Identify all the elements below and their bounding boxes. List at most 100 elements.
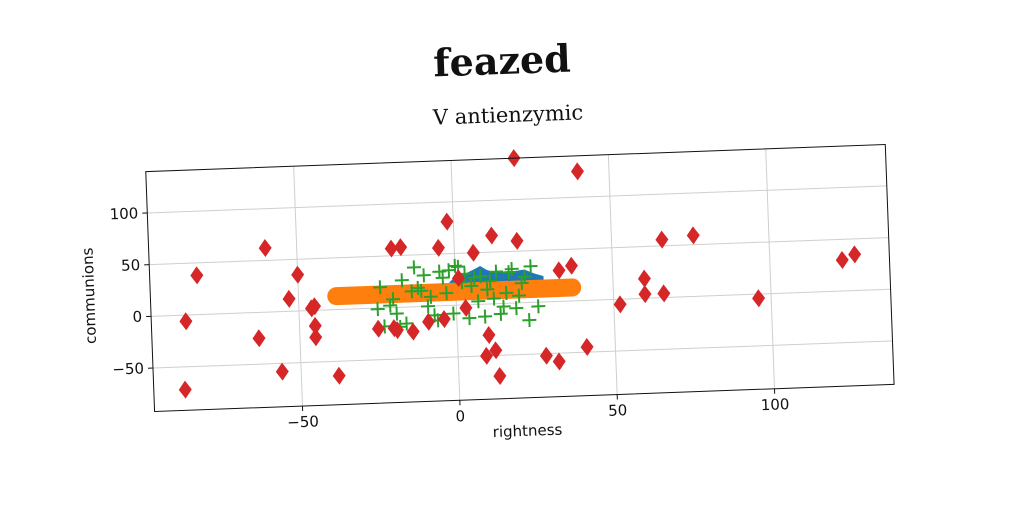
- y-grid-line: [151, 288, 891, 317]
- diamond-marker: [406, 322, 420, 341]
- plus-marker: [383, 298, 398, 313]
- y-tick-label: 100: [109, 204, 138, 223]
- diamond-marker: [637, 269, 651, 288]
- y-tick-label: 0: [132, 308, 142, 326]
- diamond-marker: [308, 316, 322, 335]
- plus-marker: [467, 270, 482, 285]
- x-tick-label: −50: [287, 412, 319, 431]
- diamond-marker: [459, 298, 473, 317]
- plus-marker: [435, 270, 450, 285]
- diamond-marker: [752, 289, 766, 308]
- figure-suptitle: feazed: [432, 36, 571, 86]
- diamond-marker: [305, 299, 318, 318]
- plus-marker: [464, 278, 479, 294]
- diamond-marker: [539, 346, 553, 365]
- thick-line-series: [327, 278, 582, 306]
- diamond-marker: [489, 341, 503, 360]
- plus-marker: [416, 268, 431, 283]
- diamond-marker: [332, 366, 346, 385]
- plus-marker: [489, 264, 504, 279]
- y-grid-line: [152, 340, 893, 369]
- y-axis-label: communions: [79, 247, 101, 344]
- y-grid-line: [149, 237, 889, 266]
- diamond-marker: [848, 245, 862, 264]
- tick-marks: [142, 212, 776, 412]
- diamond-marker: [686, 226, 700, 245]
- x-axis-label: rightness: [492, 421, 562, 442]
- plus-marker: [386, 292, 401, 307]
- diamond-marker: [466, 243, 480, 262]
- plus-marker: [406, 260, 422, 275]
- diamond-marker: [482, 326, 496, 345]
- diamond-marker: [835, 250, 849, 269]
- diamond-marker: [384, 239, 398, 258]
- grid: [147, 148, 893, 407]
- plus-marker: [523, 259, 538, 274]
- y-tick-label: −50: [112, 359, 144, 378]
- diamond-marker: [258, 239, 272, 258]
- x-grid-line: [765, 148, 775, 389]
- plus-marker: [404, 284, 419, 299]
- diamond-marker: [371, 319, 385, 338]
- plus-marker: [423, 289, 438, 304]
- diamond-marker: [387, 319, 401, 338]
- plus-marker: [370, 302, 385, 317]
- plus-marker: [499, 285, 514, 301]
- plus-marker: [447, 258, 462, 273]
- y-grid-line: [147, 185, 887, 214]
- plus-marker: [410, 280, 425, 295]
- plus-marker: [471, 294, 486, 309]
- plus-marker: [394, 273, 409, 288]
- plus-marker: [522, 313, 537, 328]
- plus-marker: [480, 282, 495, 297]
- plus-marker: [446, 306, 461, 321]
- plot-frame: [145, 144, 895, 412]
- x-tick-label: 0: [455, 407, 465, 425]
- diamond-marker: [190, 266, 204, 285]
- x-tick-label: 100: [760, 395, 789, 414]
- y-tick-label: 50: [121, 256, 141, 275]
- diamond-marker: [291, 265, 305, 284]
- plus-marker: [399, 316, 414, 331]
- diamond-marker: [275, 362, 289, 381]
- diamond-marker: [480, 346, 494, 365]
- tick-labels: −50 0 50 100 −50 0 50 100: [109, 204, 789, 431]
- diamond-marker: [552, 261, 566, 280]
- diamond-marker: [510, 231, 524, 250]
- diamond-marker: [394, 238, 408, 257]
- x-tick-label: 50: [608, 401, 628, 420]
- diamond-marker: [657, 284, 671, 303]
- plus-marker: [496, 299, 511, 314]
- diamond-marker: [570, 162, 584, 181]
- diamond-marker: [580, 337, 594, 356]
- x-grid-line: [293, 166, 303, 407]
- plus-marker: [501, 265, 516, 280]
- plus-marker: [420, 299, 436, 314]
- plus-marker: [483, 274, 498, 289]
- plus-marker: [478, 309, 493, 324]
- diamond-marker: [485, 226, 499, 245]
- plus-marker: [517, 269, 532, 284]
- diamond-marker: [613, 295, 627, 314]
- plus-marker: [389, 306, 404, 321]
- diamond-marker: [440, 212, 454, 231]
- plus-marker: [473, 269, 488, 284]
- plus-marker: [373, 280, 388, 295]
- plus-marker: [509, 301, 524, 316]
- plus-marker: [432, 264, 447, 279]
- plus-marker: [486, 291, 501, 306]
- plus-marker: [514, 276, 529, 291]
- diamond-marker: [309, 328, 323, 347]
- plus-marker: [504, 261, 519, 277]
- diamond-marker: [422, 312, 436, 331]
- diamond-marker: [552, 352, 566, 371]
- plus-marker: [511, 288, 527, 303]
- diamond-marker: [252, 329, 266, 348]
- diamond-marker: [437, 310, 451, 329]
- diamond-marker: [179, 312, 193, 331]
- x-grid-line: [607, 154, 618, 395]
- diamond-marker: [451, 269, 465, 288]
- plus-marker: [531, 299, 546, 314]
- plus-marker: [439, 286, 454, 301]
